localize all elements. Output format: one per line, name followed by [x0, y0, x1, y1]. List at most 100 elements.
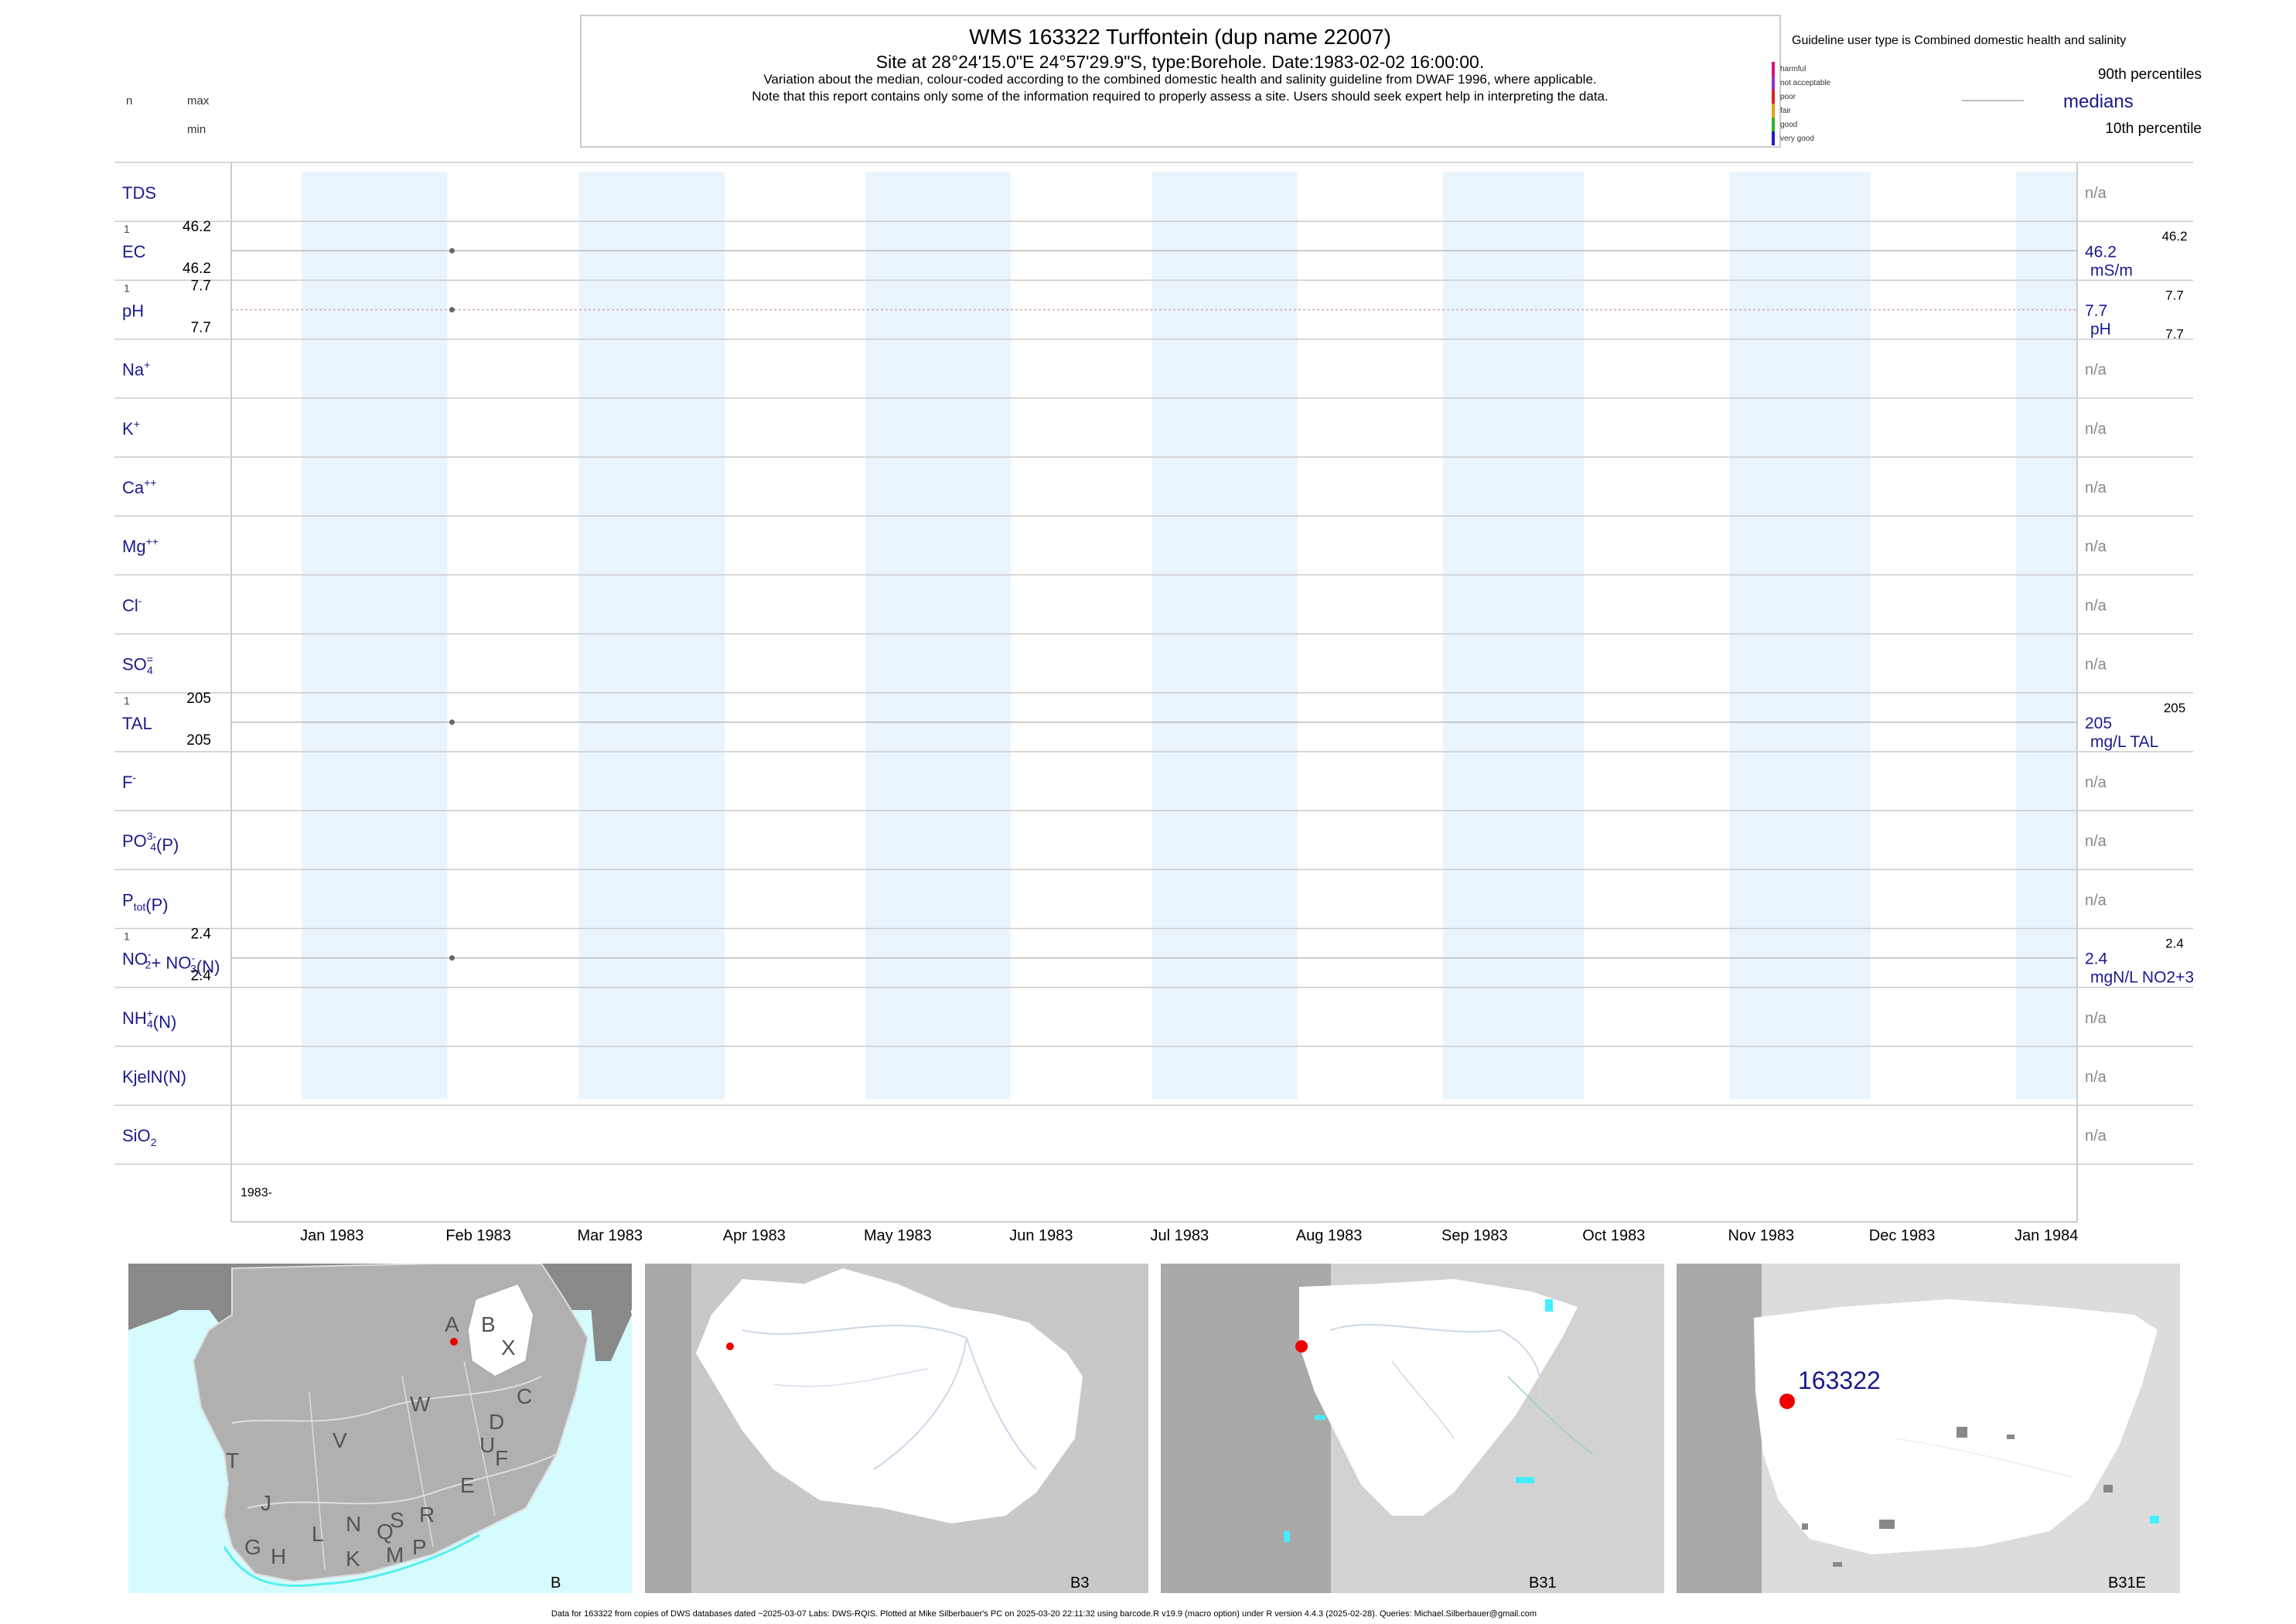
map-region-letter: K — [346, 1547, 360, 1571]
header-box — [580, 15, 1781, 148]
legend-p90: 90th percentiles — [2098, 67, 2202, 83]
month-band — [302, 172, 448, 1100]
legend-medians: medians — [2063, 91, 2134, 112]
map-label-b31: B31 — [1529, 1575, 1557, 1592]
key-max-label: max — [187, 94, 210, 107]
row-na: n/a — [2085, 1128, 2107, 1145]
legend-color-4 — [1772, 118, 1775, 131]
row-label: PO3-4(P) — [122, 830, 179, 855]
row-label: SO= 4 — [122, 653, 153, 677]
map-region-letter: X — [501, 1336, 516, 1360]
legend-category-0: harmful — [1780, 65, 1806, 73]
site-marker-b31 — [1295, 1340, 1308, 1353]
row-na: n/a — [2085, 538, 2107, 555]
row-4: K+ n/a — [114, 397, 2193, 438]
legend-category-3: fair — [1780, 107, 1792, 115]
row-na: n/a — [2085, 774, 2107, 791]
x-tick-label: Aug 1983 — [1296, 1227, 1363, 1244]
row-unit: pH — [2090, 321, 2111, 339]
map-region-letter: P — [412, 1535, 427, 1559]
legend-category-1: not acceptable — [1780, 79, 1830, 87]
row-unit: mgN/L NO2+3 — [2090, 969, 2194, 987]
map-region-letter: M — [386, 1543, 404, 1567]
row-label: K+ — [122, 418, 140, 438]
row-label: Ptot(P) — [122, 890, 169, 914]
map-region-letter: U — [479, 1433, 495, 1457]
map-panel-b31e — [1677, 1264, 2180, 1593]
legend-color-1 — [1772, 76, 1775, 90]
map-region-letter: R — [419, 1503, 435, 1527]
month-band — [865, 172, 1012, 1100]
row-unit: mS/m — [2090, 261, 2133, 279]
legend-p10: 10th percentile — [2105, 121, 2202, 137]
row-6: Mg++ n/a — [114, 515, 2193, 556]
row-label: F- — [122, 771, 136, 792]
x-tick-label: Jan 1984 — [2015, 1227, 2078, 1244]
row-label: KjelN(N) — [122, 1067, 186, 1087]
x-tick-label: Jul 1983 — [1150, 1227, 1209, 1244]
row-min: 2.4 — [191, 968, 212, 984]
site-marker-b31e — [1779, 1394, 1795, 1409]
report-subtitle: Site at 28°24'15.0"E 24°57'29.9"S, type:… — [876, 52, 1484, 72]
data-point — [449, 307, 455, 312]
row-median-value: 46.2 — [2085, 243, 2117, 261]
row-p90: 7.7 — [2165, 288, 2184, 302]
row-p10: 7.7 — [2165, 326, 2184, 341]
row-p90: 205 — [2164, 701, 2185, 715]
row-16: SiO2 n/a — [114, 1104, 2193, 1148]
row-na: n/a — [2085, 1069, 2107, 1086]
legend-category-4: good — [1780, 121, 1797, 129]
row-na: n/a — [2085, 657, 2107, 674]
row-na: n/a — [2085, 597, 2107, 614]
month-band — [578, 172, 725, 1100]
row-5: Ca++ n/a — [114, 456, 2193, 497]
legend-category-2: poor — [1780, 93, 1796, 101]
row-label: NO-2+ NO-3(N) — [122, 948, 220, 977]
x-tick-label: Dec 1983 — [1869, 1227, 1936, 1244]
map-region-letter: S — [390, 1508, 404, 1532]
x-tick-label: Sep 1983 — [1441, 1227, 1508, 1244]
map-region-letter: G — [244, 1535, 261, 1559]
x-tick-label: May 1983 — [864, 1227, 932, 1244]
x-tick-label: Jun 1983 — [1009, 1227, 1073, 1244]
map-region-letter: L — [312, 1522, 324, 1546]
row-max: 205 — [186, 691, 211, 707]
x-tick-label: Mar 1983 — [577, 1227, 643, 1244]
row-n: 1 — [124, 223, 130, 235]
row-label: TAL — [122, 714, 152, 733]
row-unit: mg/L TAL — [2090, 733, 2158, 751]
map-region-letter: T — [226, 1448, 239, 1472]
month-band — [1443, 172, 1585, 1100]
row-11: PO3-4(P) n/a — [114, 810, 2193, 855]
row-max: 2.4 — [191, 926, 212, 943]
month-band — [1151, 172, 1298, 1100]
map-region-letter: B — [481, 1312, 496, 1336]
row-median-value: 2.4 — [2085, 950, 2108, 968]
x-tick-label: Apr 1983 — [723, 1227, 786, 1244]
map-region-letter: V — [333, 1428, 347, 1452]
row-na: n/a — [2085, 833, 2107, 850]
map-label-b3: B3 — [1070, 1575, 1089, 1592]
row-label: Na+ — [122, 359, 150, 380]
legend-color-5 — [1772, 131, 1775, 145]
row-na: n/a — [2085, 1010, 2107, 1027]
row-median-value: 7.7 — [2085, 302, 2107, 320]
guideline-legend: harmful not acceptable poor fair good very go… — [1772, 62, 1830, 145]
footer-text: Data for 163322 from copies of DWS datab… — [551, 1609, 1537, 1619]
row-na: n/a — [2085, 185, 2107, 202]
row-label: Cl- — [122, 594, 142, 615]
row-12: Ptot(P) n/a — [114, 868, 2193, 914]
report-note-1: Variation about the median, colour-coded… — [763, 72, 1596, 87]
row-10: F-n/a — [114, 751, 2193, 792]
month-band — [2016, 172, 2077, 1100]
row-na: n/a — [2085, 421, 2107, 438]
guideline-text: Guideline user type is Combined domestic… — [1792, 34, 2126, 47]
legend-color-0 — [1772, 62, 1775, 76]
row-median-value: 205 — [2085, 715, 2112, 732]
map-panel-b3 — [645, 1264, 1148, 1593]
row-na: n/a — [2085, 892, 2107, 909]
